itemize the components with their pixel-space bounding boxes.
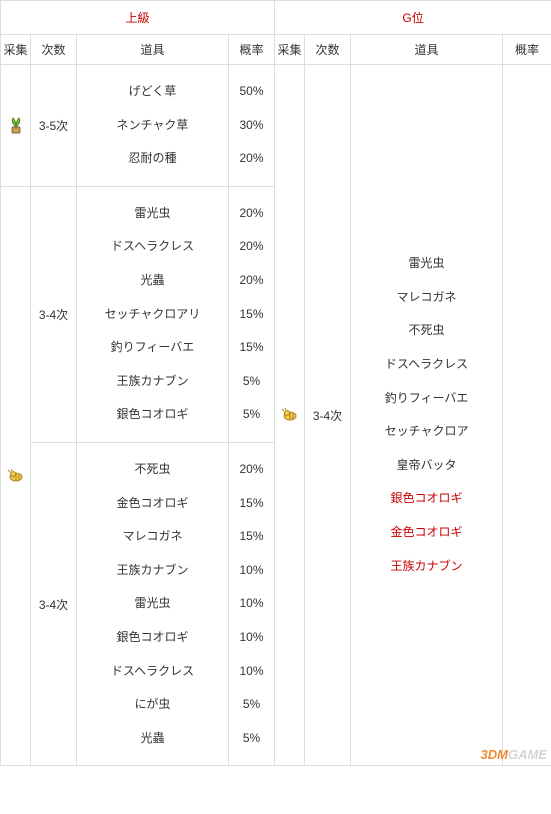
col-rate: 概率: [503, 35, 551, 65]
item-list-cell: げどく草ネンチャク草忍耐の種: [77, 65, 229, 187]
times-cell: 3-4次: [31, 186, 77, 442]
bug-icon: [7, 469, 25, 483]
col-times: 次数: [31, 35, 77, 65]
rate-list-cell: 20%15%15%10%10%10%10%5%5%: [229, 442, 275, 765]
bug-icon: [281, 408, 299, 422]
times-cell: 3-5次: [31, 65, 77, 187]
gather-icon-cell: [1, 186, 31, 766]
item-list-cell: 雷光虫ドスヘラクレス光蟲セッチャクロアリ釣りフィーバエ王族カナブン銀色コオロギ: [77, 186, 229, 442]
col-item: 道具: [351, 35, 503, 65]
col-rate: 概率: [229, 35, 275, 65]
drop-table: 上級 G位 采集 次数 道具 概率 采集 次数 道具 概率 3-5次 げどく: [0, 0, 551, 766]
col-times: 次数: [305, 35, 351, 65]
col-gather: 采集: [1, 35, 31, 65]
rate-list-cell: 20%20%20%15%15%5%5%: [229, 186, 275, 442]
item-list-cell: 雷光虫マレコガネ不死虫ドスヘラクレス釣りフィーバエセッチャクロア皇帝バッタ銀色コ…: [351, 65, 503, 766]
plant-icon: [8, 116, 24, 134]
tier-header-g: G位: [275, 1, 551, 35]
times-cell: 3-4次: [305, 65, 351, 766]
rate-list-cell: [503, 65, 551, 766]
col-gather: 采集: [275, 35, 305, 65]
rate-list-cell: 50%30%20%: [229, 65, 275, 187]
tier-header-upper: 上級: [1, 1, 275, 35]
gather-icon-cell: [1, 65, 31, 187]
times-cell: 3-4次: [31, 442, 77, 765]
gather-icon-cell: [275, 65, 305, 766]
item-list-cell: 不死虫金色コオロギマレコガネ王族カナブン雷光虫銀色コオロギドスヘラクレスにが虫光…: [77, 442, 229, 765]
col-item: 道具: [77, 35, 229, 65]
